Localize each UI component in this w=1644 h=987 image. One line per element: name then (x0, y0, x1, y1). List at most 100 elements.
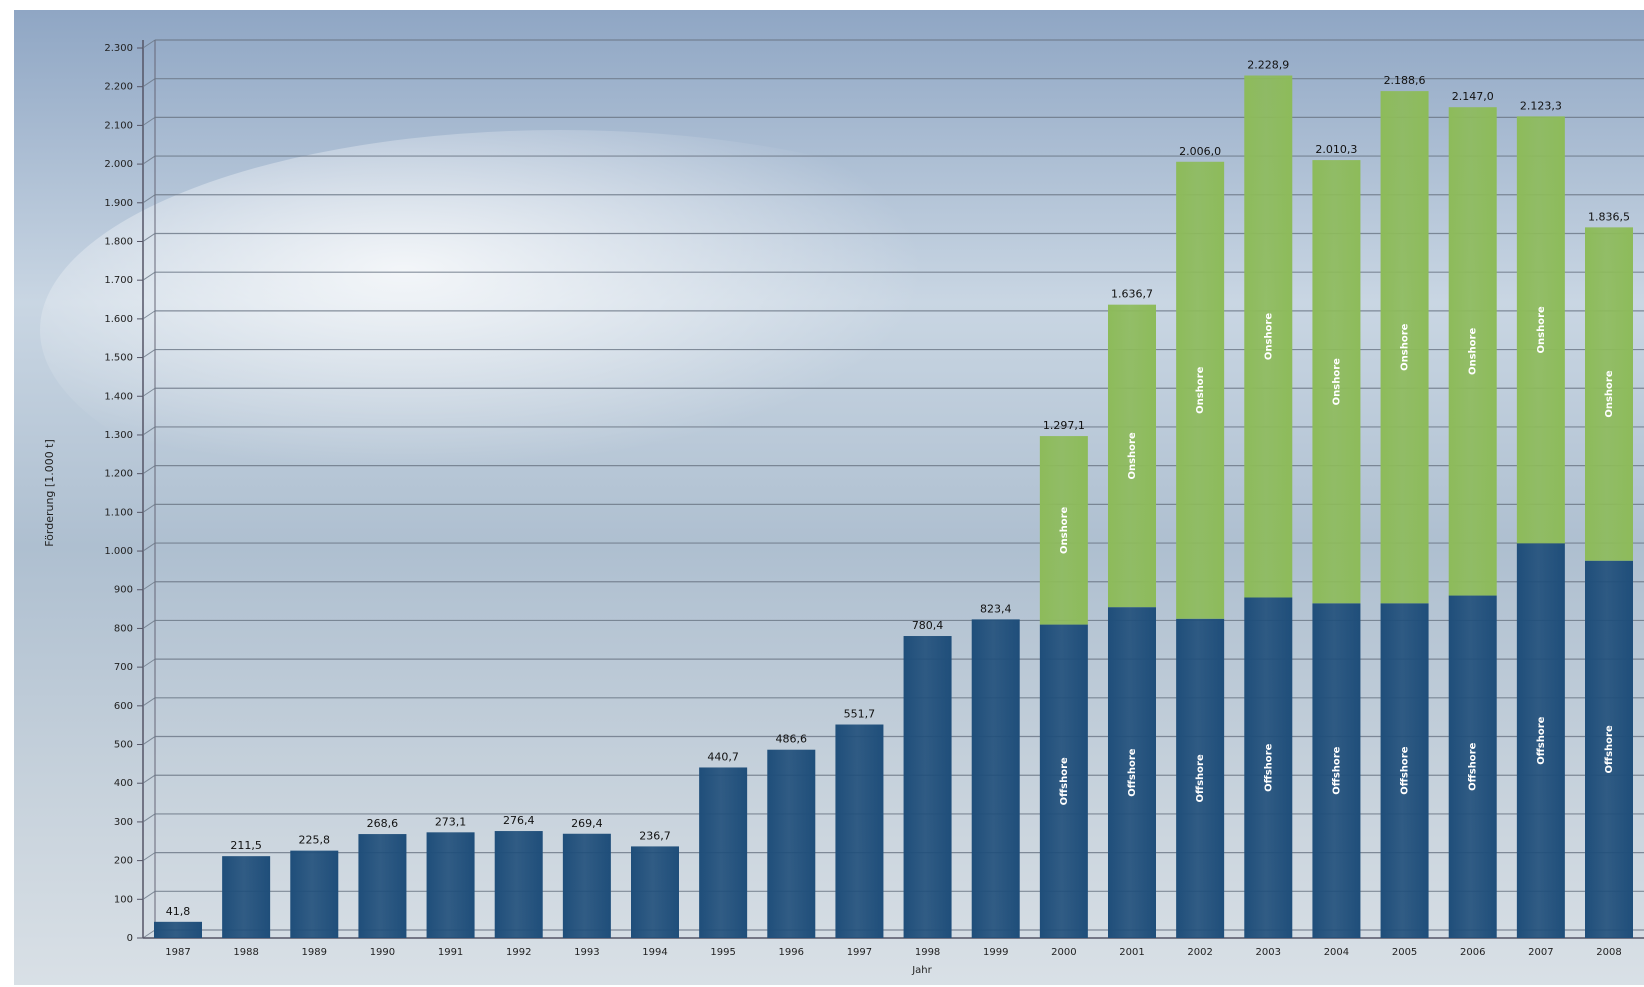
total-label: 276,4 (503, 814, 535, 827)
y-tick-label: 1.600 (104, 314, 133, 325)
y-tick-label: 1.500 (104, 353, 133, 364)
grid-diag (142, 387, 156, 397)
y-tick-label: 1.300 (104, 430, 133, 441)
y-tick-label: 100 (114, 894, 133, 905)
x-axis-label: Jahr (911, 965, 932, 976)
y-tick-label: 2.200 (104, 82, 133, 93)
total-label: 2.006,0 (1179, 145, 1221, 158)
segment-label: Offshore (1604, 725, 1615, 773)
segment-label: Onshore (1536, 306, 1547, 353)
grid-diag (142, 155, 156, 165)
y-tick-label: 2.100 (104, 120, 133, 131)
bar-segment (290, 850, 339, 938)
bar-segment (1108, 304, 1156, 608)
grid-diag (142, 813, 156, 823)
x-tick-label: 1988 (233, 947, 258, 958)
total-label: 1.836,5 (1588, 210, 1630, 223)
total-label: 2.147,0 (1452, 90, 1494, 103)
segment-label: Onshore (1400, 323, 1411, 370)
total-label: 440,7 (707, 750, 739, 763)
segment-label: Offshore (1059, 757, 1070, 805)
bar-segment (1108, 607, 1156, 938)
segment-label: Offshore (1536, 716, 1547, 764)
segment-label: Onshore (1195, 366, 1206, 413)
grid-diag (142, 310, 156, 320)
bar-segment (154, 921, 202, 938)
segment-label: Onshore (1468, 328, 1479, 375)
total-label: 2.010,3 (1315, 143, 1357, 156)
total-label: 211,5 (230, 839, 262, 852)
x-tick-label: 1992 (506, 947, 531, 958)
grid-diag (142, 116, 156, 126)
x-tick-label: 1999 (983, 947, 1008, 958)
total-label: 273,1 (435, 815, 467, 828)
y-tick-label: 800 (114, 623, 133, 634)
total-label: 551,7 (844, 708, 876, 721)
total-label: 225,8 (299, 834, 331, 847)
y-tick-label: 300 (114, 817, 133, 828)
bar-segment (1039, 624, 1088, 938)
bar-segment (1516, 116, 1565, 544)
total-label: 2.188,6 (1384, 74, 1426, 87)
x-tick-label: 2008 (1596, 947, 1621, 958)
y-tick-label: 1.100 (104, 507, 133, 518)
bar-segment (903, 636, 952, 938)
segment-label: Onshore (1604, 370, 1615, 417)
x-tick-label: 1998 (915, 947, 940, 958)
y-tick-label: 900 (114, 585, 133, 596)
y-tick-label: 1.700 (104, 275, 133, 286)
y-tick-label: 1.800 (104, 236, 133, 247)
segment-label: Onshore (1127, 432, 1138, 479)
x-tick-label: 2007 (1528, 947, 1553, 958)
bar-segment (494, 831, 543, 938)
y-tick-label: 1.000 (104, 546, 133, 557)
y-tick-label: 200 (114, 856, 133, 867)
x-tick-label: 1990 (370, 947, 395, 958)
bar-segment (1448, 107, 1497, 596)
total-label: 2.228,9 (1247, 59, 1289, 72)
y-tick-label: 2.000 (104, 159, 133, 170)
grid-diag (142, 852, 156, 862)
y-tick-label: 400 (114, 778, 133, 789)
grid-diag (142, 774, 156, 784)
x-tick-label: 1993 (574, 947, 599, 958)
bar-segment (1244, 75, 1293, 598)
segment-label: Offshore (1331, 746, 1342, 794)
y-tick-label: 1.200 (104, 469, 133, 480)
segment-label: Offshore (1195, 754, 1206, 802)
y-tick-label: 500 (114, 740, 133, 751)
x-tick-label: 2006 (1460, 947, 1485, 958)
bar-segment (971, 619, 1020, 938)
x-tick-label: 1995 (710, 947, 735, 958)
x-tick-label: 2000 (1051, 947, 1076, 958)
x-tick-label: 1991 (438, 947, 463, 958)
y-axis-label: Förderung [1.000 t] (43, 439, 56, 547)
bar-segment (835, 724, 884, 938)
y-tick-label: 600 (114, 701, 133, 712)
bar-segment (1380, 603, 1429, 938)
bar-segment (1312, 603, 1361, 938)
grid-diag (142, 929, 156, 939)
bar-segment (631, 846, 679, 938)
total-label: 823,4 (980, 602, 1012, 615)
segment-label: Offshore (1263, 743, 1274, 791)
x-tick-label: 1996 (779, 947, 804, 958)
x-tick-label: 1989 (302, 947, 327, 958)
bar-segment (1176, 618, 1225, 938)
grid-diag (142, 78, 156, 88)
x-tick-label: 1987 (165, 947, 190, 958)
x-tick-label: 2003 (1256, 947, 1281, 958)
segment-label: Onshore (1331, 358, 1342, 405)
y-tick-label: 0 (127, 933, 133, 944)
grid-diag (142, 736, 156, 745)
total-label: 269,4 (571, 817, 603, 830)
bar-segment (1585, 227, 1633, 561)
x-tick-label: 2002 (1187, 947, 1212, 958)
bar-segment (1448, 595, 1497, 938)
bar-segment (358, 834, 407, 938)
bar-segment (767, 749, 816, 938)
segment-label: Onshore (1059, 506, 1070, 553)
total-label: 1.636,7 (1111, 288, 1153, 301)
total-label: 268,6 (367, 817, 399, 830)
